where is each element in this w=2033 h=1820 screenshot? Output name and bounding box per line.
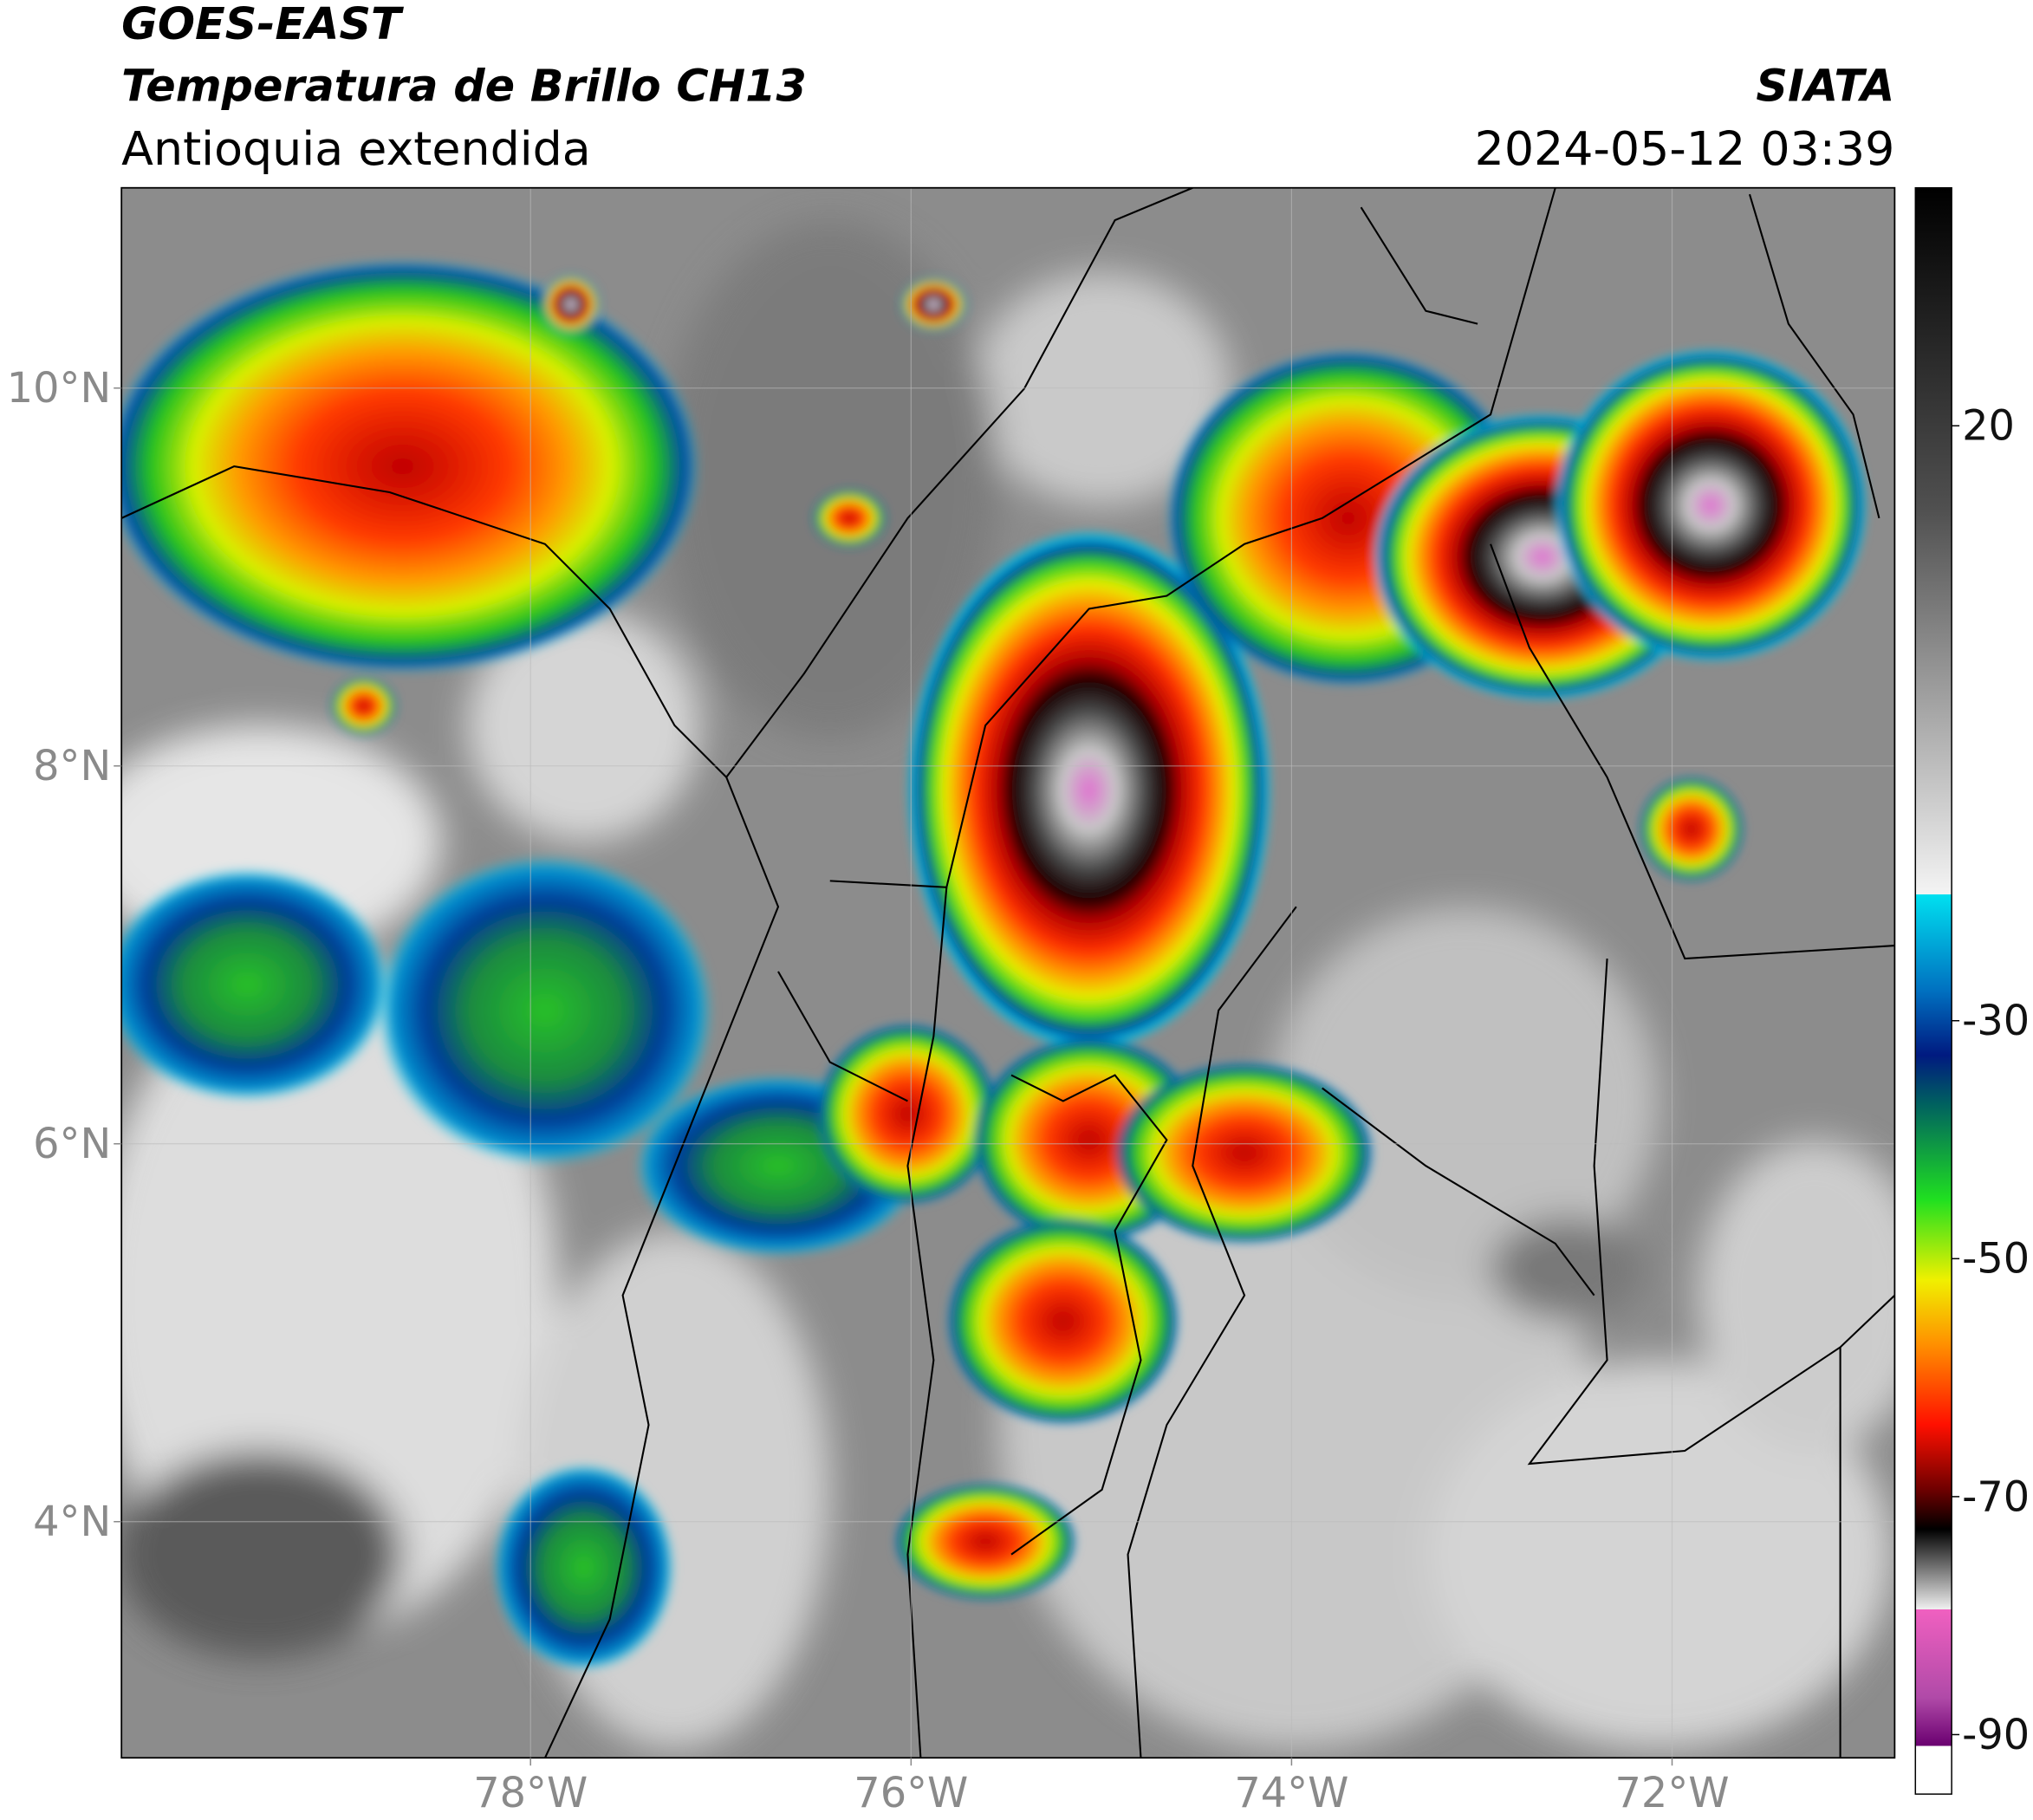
colorbar-tick-label: -50 — [1962, 1236, 2030, 1284]
region-subtitle: Antioquia extendida — [121, 121, 591, 176]
colorbar-tick-label: -90 — [1962, 1712, 2030, 1759]
map-frame — [120, 186, 1896, 1759]
colorbar-tick-label: -30 — [1962, 998, 2030, 1045]
x-tick-label: 78°W — [473, 1770, 588, 1817]
y-tick-label: 8°N — [33, 743, 111, 790]
datetime: 2024-05-12 03:39 — [1475, 121, 1895, 176]
colorbar-tick-label: 20 — [1962, 403, 2015, 451]
colorbar — [1914, 186, 1952, 1795]
satellite-image — [121, 187, 1895, 1758]
y-tick-label: 10°N — [7, 365, 112, 413]
grid — [121, 187, 1895, 1758]
product-title: Temperatura de Brillo CH13 — [121, 61, 807, 112]
x-tick-label: 72°W — [1614, 1770, 1729, 1817]
agency: SIATA — [1756, 61, 1894, 112]
y-tick-label: 6°N — [33, 1121, 111, 1168]
source-title: GOES-EAST — [121, 0, 404, 49]
colorbar-tick-label: -70 — [1962, 1473, 2030, 1521]
y-tick-label: 4°N — [33, 1498, 111, 1546]
x-tick-label: 76°W — [854, 1770, 968, 1817]
x-tick-label: 74°W — [1234, 1770, 1348, 1817]
